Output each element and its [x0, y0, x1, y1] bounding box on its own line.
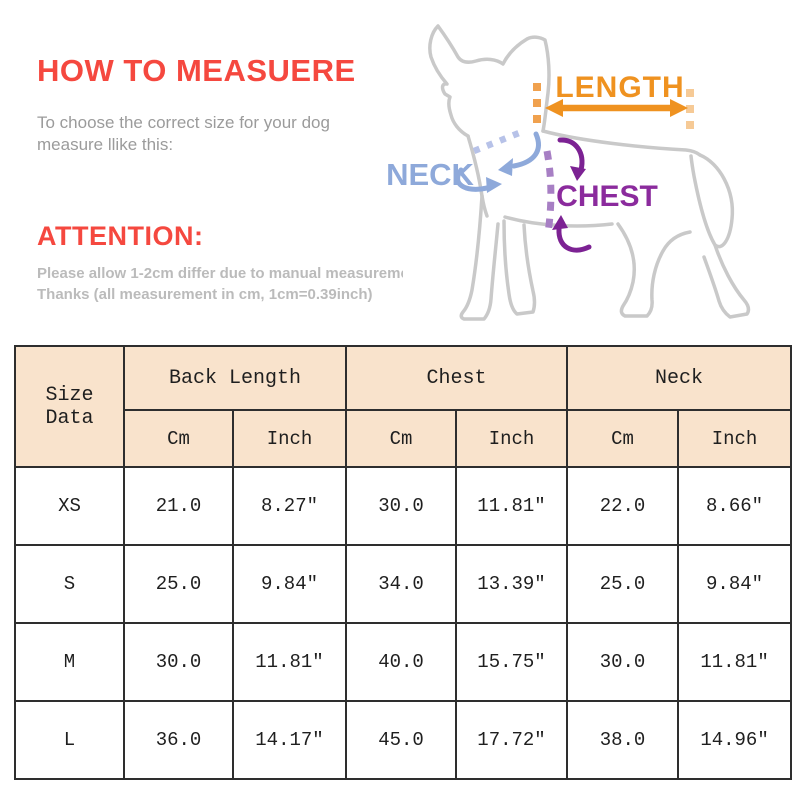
intro-text-line2: measure llike this:: [37, 135, 174, 154]
value-cell: 14.96″: [677, 700, 793, 780]
value-cell: 40.0: [345, 622, 457, 702]
unit-header: Inch: [232, 409, 347, 468]
group-header-back-length: Back Length: [123, 345, 347, 411]
table-row-xs: XS 21.0 8.27″ 30.0 11.81″ 22.0 8.66″: [14, 466, 793, 546]
value-cell: 34.0: [345, 544, 457, 624]
value-cell: 11.81″: [677, 622, 793, 702]
chest-label: CHEST: [556, 180, 658, 213]
neck-arrowhead-large: [498, 158, 513, 176]
neck-arrowhead-small: [486, 177, 502, 193]
neck-arrow-large: [511, 131, 541, 169]
neck-dotted-line: [472, 127, 526, 155]
value-cell: 9.84″: [232, 544, 347, 624]
value-cell: 22.0: [566, 466, 680, 546]
corner-label: Size Data: [45, 383, 94, 430]
value-cell: 36.0: [123, 700, 234, 780]
value-cell: 45.0: [345, 700, 457, 780]
table-unit-header-row: Cm Inch Cm Inch Cm Inch: [15, 409, 793, 468]
value-cell: 30.0: [345, 466, 457, 546]
dog-rear-leg-outline: [702, 243, 751, 319]
value-cell: 30.0: [123, 622, 234, 702]
size-table: Size Data Back Length Chest Neck Cm Inch…: [14, 345, 793, 780]
dog-hind-leg-outline: [616, 222, 692, 318]
dog-tail-outline: [689, 153, 735, 249]
value-cell: 11.81″: [454, 466, 569, 546]
value-cell: 25.0: [566, 544, 680, 624]
value-cell: 17.72″: [454, 700, 569, 780]
size-cell: M: [14, 622, 125, 702]
length-label: LENGTH: [555, 71, 684, 104]
value-cell: 13.39″: [454, 544, 569, 624]
value-cell: 9.84″: [677, 544, 793, 624]
attention-note-line1: Please allow 1-2cm differ due to manual …: [37, 265, 403, 282]
neck-arrow-small: [455, 167, 490, 192]
value-cell: 15.75″: [454, 622, 569, 702]
attention-title: ATTENTION:: [37, 221, 204, 251]
page-title: HOW TO MEASUERE: [37, 53, 356, 88]
unit-header: Inch: [454, 409, 569, 468]
intro-text-line1: To choose the correct size for your dog: [37, 113, 330, 132]
unit-header: Cm: [566, 409, 680, 468]
group-header-neck: Neck: [566, 345, 793, 411]
length-arrowhead-left: [545, 99, 563, 117]
unit-header: Cm: [345, 409, 457, 468]
size-cell: XS: [14, 466, 125, 546]
intro-text: To choose the correct size for your dog …: [37, 112, 377, 156]
chest-arrow-top: [557, 137, 585, 173]
value-cell: 38.0: [566, 700, 680, 780]
table-row-l: L 36.0 14.17″ 45.0 17.72″ 38.0 14.96″: [14, 700, 793, 780]
unit-header: Cm: [123, 409, 234, 468]
attention-note: Please allow 1-2cm differ due to manual …: [37, 263, 403, 305]
value-cell: 8.27″: [232, 466, 347, 546]
value-cell: 14.17″: [232, 700, 347, 780]
neck-label: NECK: [386, 157, 474, 192]
table-group-header-row: Size Data Back Length Chest Neck: [14, 345, 793, 468]
group-header-chest: Chest: [344, 345, 569, 411]
length-arrowhead-right: [670, 99, 688, 117]
size-cell: L: [14, 700, 125, 780]
value-cell: 11.81″: [232, 622, 347, 702]
dog-front-leg2-outline: [502, 219, 537, 316]
size-cell: S: [14, 544, 125, 624]
chest-arrowhead-top: [570, 166, 586, 181]
table-row-s: S 25.0 9.84″ 34.0 13.39″ 25.0 9.84″: [14, 544, 793, 624]
value-cell: 25.0: [123, 544, 234, 624]
chest-arrowhead-bottom: [552, 215, 568, 230]
chest-dashed-line: [543, 150, 555, 234]
attention-note-line2: Thanks (all measurement in cm, 1cm=0.39i…: [37, 286, 373, 303]
dog-head-outline: [428, 24, 551, 138]
value-cell: 8.66″: [677, 466, 793, 546]
chest-arrow-bottom: [556, 226, 592, 253]
dog-front-leg-outline: [459, 194, 500, 321]
unit-header: Inch: [677, 409, 793, 468]
table-row-m: M 30.0 11.81″ 40.0 15.75″ 30.0 11.81″: [14, 622, 793, 702]
value-cell: 30.0: [566, 622, 680, 702]
table-corner-cell: Size Data: [14, 345, 125, 468]
dog-back-outline: [541, 129, 702, 157]
value-cell: 21.0: [123, 466, 234, 546]
dog-outline: [428, 24, 751, 321]
dog-measure-diagram: LENGTH NECK CHEST: [386, 24, 751, 321]
